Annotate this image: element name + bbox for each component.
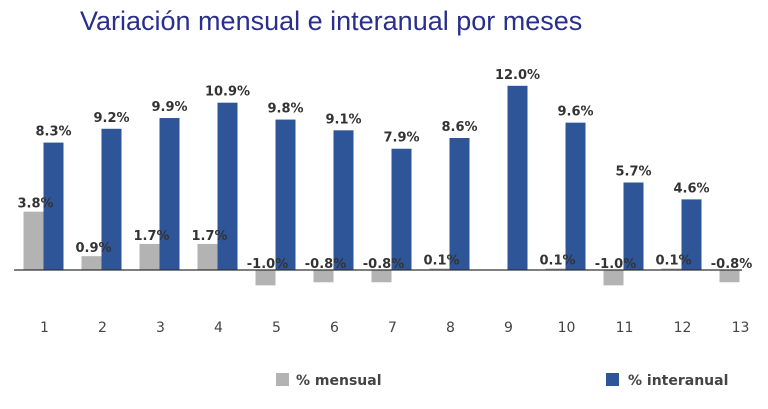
label-mensual-12: 0.1%	[655, 253, 691, 268]
label-mensual-6: -0.8%	[305, 257, 346, 272]
bar-interanual-5	[275, 119, 296, 270]
label-interanual-5: 9.8%	[267, 102, 303, 117]
legend-swatch-interanual	[606, 373, 619, 386]
bar-interanual-7	[391, 148, 412, 270]
bar-mensual-1	[23, 211, 44, 270]
label-interanual-11: 5.7%	[615, 165, 651, 180]
bar-mensual-4	[197, 243, 218, 270]
label-interanual-12: 4.6%	[673, 181, 709, 196]
x-tick-label-7: 7	[388, 320, 397, 336]
x-tick-labels: 1 2 3 4 5 6 7 8 9 10 11 12 13	[40, 320, 749, 336]
label-mensual-1: 3.8%	[17, 197, 53, 212]
x-tick-label-2: 2	[98, 320, 107, 336]
label-mensual-3: 1.7%	[133, 229, 169, 244]
bar-interanual-10	[565, 122, 586, 270]
bar-interanual-11	[623, 182, 644, 270]
legend-label-interanual: % interanual	[628, 373, 728, 389]
label-mensual-11: -1.0%	[595, 257, 636, 272]
legend-label-mensual: % mensual	[296, 373, 382, 389]
bars-layer	[23, 85, 740, 286]
bar-mensual-8	[429, 268, 450, 270]
x-tick-label-12: 12	[674, 320, 692, 336]
bar-mensual-7	[371, 270, 392, 283]
legend: % mensual % interanual	[276, 373, 728, 389]
label-mensual-7: -0.8%	[363, 257, 404, 272]
bar-mensual-11	[603, 270, 624, 286]
bar-mensual-13	[719, 270, 740, 283]
bar-mensual-10	[545, 268, 566, 270]
legend-swatch-mensual	[276, 373, 289, 386]
bar-interanual-4	[217, 102, 238, 270]
label-interanual-10: 9.6%	[557, 105, 593, 120]
label-interanual-1: 8.3%	[35, 125, 71, 140]
x-tick-label-9: 9	[504, 320, 513, 336]
bar-interanual-2	[101, 128, 122, 270]
bar-interanual-1	[43, 142, 64, 270]
label-interanual-2: 9.2%	[93, 111, 129, 126]
bar-interanual-6	[333, 130, 354, 270]
bar-mensual-2	[81, 256, 102, 270]
x-tick-label-4: 4	[214, 320, 223, 336]
label-interanual-6: 9.1%	[325, 112, 361, 127]
x-tick-label-6: 6	[330, 320, 339, 336]
x-tick-label-8: 8	[446, 320, 455, 336]
chart-title: Variación mensual e interanual por meses	[80, 6, 583, 36]
label-interanual-3: 9.9%	[151, 100, 187, 115]
data-labels-layer: 3.8% 8.3% 0.9% 9.2% 1.7% 9.9% 1.7% 10.9% -1.0% 9.…	[17, 68, 752, 272]
label-mensual-8: 0.1%	[423, 253, 459, 268]
bar-interanual-9	[507, 85, 528, 270]
label-interanual-7: 7.9%	[383, 131, 419, 146]
bar-mensual-3	[139, 243, 160, 270]
label-mensual-13: -0.8%	[711, 257, 752, 272]
label-mensual-2: 0.9%	[75, 241, 111, 256]
label-mensual-5: -1.0%	[247, 257, 288, 272]
x-tick-label-3: 3	[156, 320, 165, 336]
label-mensual-4: 1.7%	[191, 229, 227, 244]
label-mensual-10: 0.1%	[539, 253, 575, 268]
bar-mensual-12	[661, 268, 682, 270]
x-tick-label-11: 11	[616, 320, 634, 336]
x-tick-label-1: 1	[40, 320, 49, 336]
label-interanual-9: 12.0%	[495, 68, 540, 83]
label-interanual-8: 8.6%	[441, 120, 477, 135]
bar-interanual-12	[681, 199, 702, 270]
x-tick-label-10: 10	[558, 320, 576, 336]
x-tick-label-5: 5	[272, 320, 281, 336]
bar-mensual-5	[255, 270, 276, 286]
bar-interanual-8	[449, 137, 470, 270]
label-interanual-4: 10.9%	[205, 85, 250, 100]
x-tick-label-13: 13	[732, 320, 750, 336]
bar-interanual-3	[159, 118, 180, 270]
bar-mensual-6	[313, 270, 334, 283]
